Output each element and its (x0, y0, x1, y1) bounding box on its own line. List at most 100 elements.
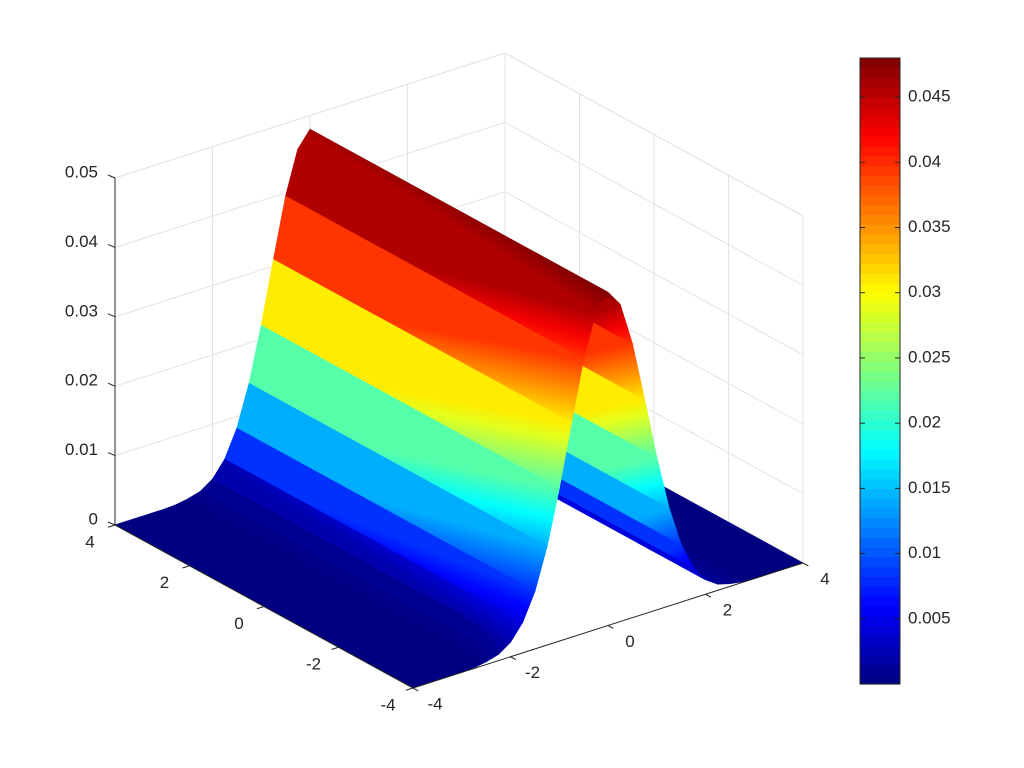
colorbar-step (860, 155, 900, 167)
colorbar-step (860, 390, 900, 401)
y-tick (256, 606, 265, 610)
colorbar-step (860, 263, 900, 274)
z-tick-label: 0.03 (65, 301, 98, 320)
colorbar-step (860, 341, 900, 353)
y-tick-label: 0 (234, 614, 243, 633)
colorbar-step (860, 586, 900, 597)
z-tick (107, 243, 116, 248)
colorbar-step (860, 527, 900, 538)
x-tick-label: 2 (723, 601, 732, 620)
colorbar-step (860, 566, 900, 578)
colorbar-step (860, 654, 900, 666)
colorbar-step (860, 194, 900, 206)
colorbar-step (860, 282, 900, 294)
colorbar-step (860, 302, 900, 313)
colorbar-tick-label: 0.02 (908, 413, 941, 432)
colorbar-step (860, 488, 900, 499)
y-tick (331, 646, 339, 650)
z-tick-label: 0.01 (65, 440, 98, 459)
y-tick-label: 4 (85, 532, 94, 551)
colorbar-step (860, 146, 900, 157)
x-tick-label: -4 (427, 694, 442, 713)
colorbar-step (860, 351, 900, 362)
colorbar-step (860, 468, 900, 480)
z-tick-label: 0.05 (65, 162, 98, 181)
colorbar-step (860, 439, 900, 450)
colorbar-step (860, 371, 900, 382)
z-tick (107, 313, 116, 318)
colorbar-frame (859, 57, 901, 685)
colorbar-step (860, 175, 900, 186)
z-tick-label: 0.04 (65, 232, 98, 251)
colorbar-step (860, 400, 900, 411)
z-tick (107, 382, 116, 387)
grid-line (504, 191, 804, 356)
colorbar-step (860, 224, 900, 235)
z-tick (107, 174, 116, 179)
colorbar-step (860, 498, 900, 509)
colorbar-step (860, 517, 900, 529)
colorbar-step (860, 214, 900, 225)
colorbar-step (860, 273, 900, 284)
colorbar-step (860, 615, 900, 626)
colorbar-step (860, 595, 900, 607)
colorbar-tick-label: 0.035 (908, 217, 951, 236)
colorbar-step (860, 459, 900, 470)
colorbar-step (860, 674, 900, 685)
colorbar-step (860, 292, 900, 304)
colorbar-step (860, 361, 900, 372)
colorbar-step (860, 77, 900, 88)
colorbar-step (860, 312, 900, 323)
colorbar-step (860, 243, 900, 255)
x-tick (607, 625, 614, 629)
colorbar-step (860, 429, 900, 441)
colorbar-step (860, 253, 900, 265)
colorbar-step (860, 322, 900, 333)
y-tick (405, 687, 414, 691)
z-tick-label: 0 (89, 509, 98, 528)
colorbar-step (860, 126, 900, 137)
colorbar-step (860, 449, 900, 460)
colorbar-step (860, 380, 900, 392)
z-tick (107, 452, 116, 457)
x-tick-label: 0 (625, 632, 634, 651)
box-edge (114, 52, 506, 179)
colorbar-step (860, 67, 900, 79)
x-tick (802, 562, 809, 567)
colorbar-tick-label: 0.025 (908, 347, 951, 366)
x-tick-label: 4 (820, 569, 829, 588)
colorbar-tick-label: 0.045 (908, 87, 951, 106)
colorbar-step (860, 106, 900, 118)
x-tick (412, 687, 419, 692)
x-tick-label: -2 (525, 663, 540, 682)
x-tick (510, 656, 517, 661)
colorbar-step (860, 478, 900, 489)
y-tick (182, 565, 190, 569)
colorbar-step (860, 136, 900, 147)
colorbar-step (860, 664, 900, 675)
colorbar-tick-label: 0.04 (908, 152, 941, 171)
colorbar-step (860, 185, 900, 196)
colorbar-step (860, 204, 900, 216)
colorbar-step (860, 87, 900, 98)
y-tick-label: 2 (160, 573, 169, 592)
colorbar-step (860, 576, 900, 587)
colorbar-step (860, 644, 900, 656)
colorbar-tick-label: 0.03 (908, 282, 941, 301)
x-tick (705, 593, 712, 598)
colorbar-tick-label: 0.01 (908, 543, 941, 562)
box-edge (504, 52, 804, 217)
grid-line (504, 121, 804, 286)
colorbar-step (860, 234, 900, 245)
colorbar-step (860, 605, 900, 617)
colorbar-tick-label: 0.005 (908, 608, 951, 627)
colorbar-step (860, 635, 900, 646)
colorbar-step (860, 97, 900, 108)
colorbar-step (860, 507, 900, 519)
colorbar-step (860, 165, 900, 176)
colorbar-step (860, 537, 900, 548)
y-tick-label: -4 (380, 695, 395, 714)
colorbar-tick-label: 0.015 (908, 478, 951, 497)
colorbar-step (860, 556, 900, 568)
